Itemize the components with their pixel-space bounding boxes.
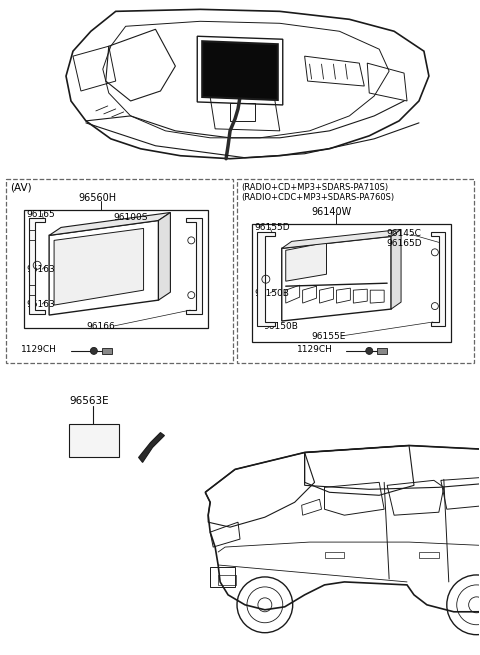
Text: 96150B: 96150B — [264, 322, 299, 331]
Bar — [237, 179, 474, 363]
Text: 96100S: 96100S — [114, 214, 148, 223]
Text: 96155D: 96155D — [254, 223, 289, 233]
Circle shape — [90, 347, 97, 354]
Polygon shape — [391, 229, 401, 309]
Text: 96163: 96163 — [26, 265, 55, 274]
Polygon shape — [257, 233, 275, 326]
Text: (RADIO+CD+MP3+SDARS-PA710S): (RADIO+CD+MP3+SDARS-PA710S) — [241, 183, 388, 192]
Polygon shape — [54, 229, 144, 305]
Bar — [102, 348, 112, 354]
Text: 96563E: 96563E — [69, 396, 108, 405]
Bar — [377, 348, 387, 354]
Text: 96165D: 96165D — [386, 239, 422, 248]
Bar — [24, 210, 208, 328]
Bar — [210, 567, 235, 587]
Text: 96145C: 96145C — [386, 229, 421, 238]
Bar — [324, 552, 344, 558]
Polygon shape — [202, 41, 278, 100]
Text: 1129CH: 1129CH — [297, 345, 333, 354]
Polygon shape — [29, 219, 45, 314]
Text: 96140W: 96140W — [312, 206, 352, 217]
Text: (AV): (AV) — [11, 183, 32, 193]
Polygon shape — [431, 233, 445, 326]
Bar — [69, 424, 119, 457]
Polygon shape — [286, 242, 326, 281]
Text: 1129CH: 1129CH — [21, 345, 57, 354]
Polygon shape — [186, 219, 202, 314]
Bar — [230, 103, 255, 121]
Text: 96166: 96166 — [86, 322, 115, 331]
Polygon shape — [49, 212, 170, 235]
Circle shape — [366, 347, 373, 354]
Polygon shape — [282, 229, 401, 248]
Bar — [6, 179, 233, 363]
Text: 96150B: 96150B — [254, 289, 289, 298]
Text: 96560H: 96560H — [78, 193, 116, 202]
Polygon shape — [139, 432, 165, 462]
Text: (RADIO+CDC+MP3+SDARS-PA760S): (RADIO+CDC+MP3+SDARS-PA760S) — [241, 193, 394, 202]
Polygon shape — [158, 212, 170, 300]
Text: 96165: 96165 — [26, 210, 55, 219]
Text: 96155E: 96155E — [312, 332, 346, 341]
Bar — [419, 552, 439, 558]
Bar — [218, 575, 236, 585]
Bar — [252, 225, 451, 342]
Text: 96163: 96163 — [26, 300, 55, 309]
